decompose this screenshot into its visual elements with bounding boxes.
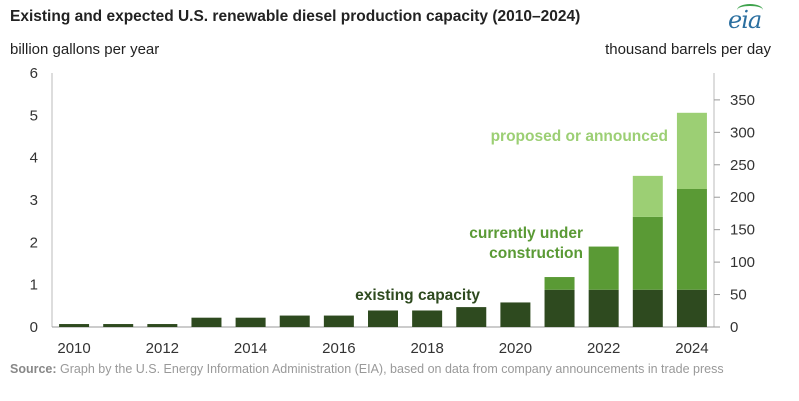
existing-bar [147, 324, 178, 327]
existing-bar [235, 317, 266, 327]
eia-logo-arc [737, 4, 763, 16]
existing-bar [676, 289, 707, 327]
y2-tick-label: 150 [730, 222, 755, 239]
chart-bars [59, 112, 707, 327]
construction-bar [588, 246, 619, 290]
y2-tick-label: 50 [730, 287, 747, 304]
existing-bar [191, 317, 222, 327]
y-tick-label: 1 [30, 277, 38, 294]
y-tick-label: 2 [30, 234, 38, 251]
existing-bar [500, 302, 531, 327]
existing-bar [456, 307, 487, 327]
proposed-bar [676, 112, 707, 189]
annotation-construction: construction [489, 245, 583, 262]
source-note: Source: Graph by the U.S. Energy Informa… [10, 362, 770, 376]
x-tick-label: 2010 [57, 340, 90, 357]
y-tick-label: 4 [30, 150, 38, 167]
y2-tick-label: 0 [730, 319, 738, 336]
source-text: Graph by the U.S. Energy Information Adm… [60, 362, 724, 376]
y2-tick-label: 100 [730, 254, 755, 271]
existing-bar [279, 315, 310, 327]
source-label: Source: [10, 362, 57, 376]
existing-bar [103, 324, 134, 327]
existing-bar [544, 289, 575, 327]
existing-bar [323, 315, 354, 327]
chart-title: Existing and expected U.S. renewable die… [10, 8, 581, 25]
y-tick-label: 6 [30, 65, 38, 82]
construction-bar [632, 216, 663, 290]
eia-logo: eia [728, 6, 762, 34]
x-tick-label: 2016 [322, 340, 355, 357]
y-tick-label: 0 [30, 319, 38, 336]
existing-bar [632, 289, 663, 327]
x-tick-label: 2014 [234, 340, 267, 357]
annotation-construction: currently under [469, 225, 583, 242]
annotation-proposed: proposed or announced [491, 128, 668, 145]
y2-tick-label: 200 [730, 189, 755, 206]
existing-bar [368, 310, 398, 327]
left-axis-unit: billion gallons per year [10, 41, 160, 58]
existing-bar [59, 324, 90, 327]
right-axis-unit: thousand barrels per day [605, 41, 771, 58]
y-tick-label: 5 [30, 107, 38, 124]
x-tick-label: 2012 [146, 340, 179, 357]
x-tick-label: 2018 [410, 340, 443, 357]
x-tick-label: 2024 [675, 340, 708, 357]
y-tick-label: 3 [30, 192, 38, 209]
existing-bar [412, 310, 443, 327]
construction-bar [544, 277, 575, 290]
chart-labels: existing capacity currently under construc… [355, 128, 668, 304]
y2-tick-label: 300 [730, 124, 755, 141]
construction-bar [676, 188, 707, 290]
annotation-existing: existing capacity [355, 287, 480, 304]
proposed-bar [632, 175, 663, 217]
y2-tick-label: 250 [730, 157, 755, 174]
y2-tick-label: 350 [730, 92, 755, 109]
existing-bar [588, 289, 619, 327]
x-tick-label: 2022 [587, 340, 620, 357]
x-tick-label: 2020 [499, 340, 532, 357]
